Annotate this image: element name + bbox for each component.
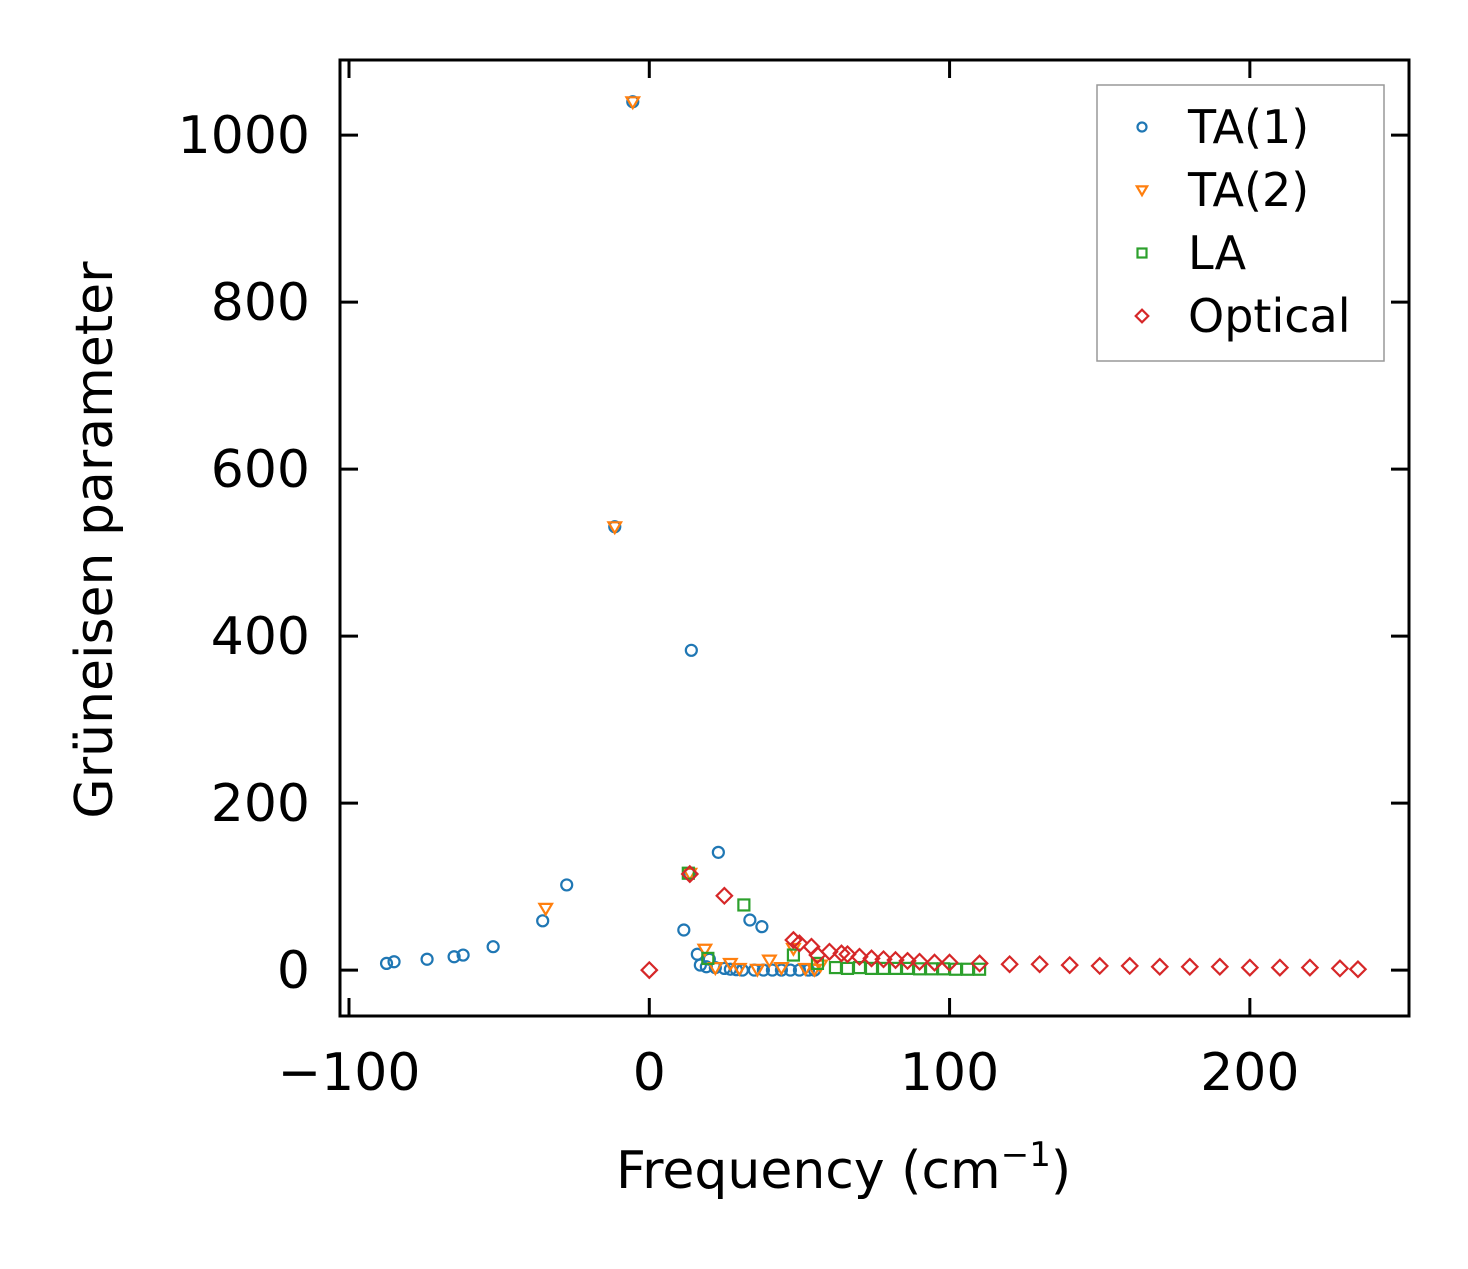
data-point — [828, 960, 843, 975]
data-point — [806, 963, 823, 978]
x-axis-title: Frequency (cm−1) — [616, 1135, 1071, 1201]
data-point — [850, 947, 869, 966]
data-point — [711, 845, 725, 859]
data-point — [624, 96, 642, 111]
data-point — [707, 962, 724, 977]
legend-label: LA — [1188, 226, 1247, 280]
data-point — [640, 960, 659, 980]
data-point — [838, 944, 857, 964]
legend-label: Optical — [1188, 289, 1350, 343]
data-point — [1330, 959, 1350, 978]
data-point — [486, 940, 500, 954]
x-axis-title-suffix: ) — [1051, 1141, 1071, 1201]
data-point — [1090, 956, 1109, 976]
series-ta-1- — [379, 95, 822, 977]
data-point — [910, 952, 929, 971]
data-point — [898, 951, 917, 971]
data-point — [1030, 954, 1049, 974]
data-point — [810, 956, 825, 970]
legend-label: TA(1) — [1187, 100, 1309, 154]
data-point — [737, 898, 751, 912]
legend: TA(1) TA(2) LA Optical — [1096, 84, 1385, 362]
data-point — [840, 961, 855, 976]
data-point — [1180, 957, 1200, 976]
data-point — [940, 953, 959, 972]
data-point — [701, 951, 715, 965]
data-point — [1270, 958, 1290, 977]
data-point — [790, 934, 809, 953]
data-point — [1210, 957, 1230, 976]
legend-marker — [1134, 185, 1150, 198]
y-axis-title: Grüneisen parameter — [65, 261, 125, 819]
data-point — [1348, 959, 1368, 979]
data-point — [731, 962, 748, 977]
data-point — [972, 962, 987, 976]
data-point — [862, 949, 881, 968]
data-point — [1240, 958, 1260, 977]
data-point — [1150, 957, 1170, 976]
x-axis-title-superscript: −1 — [1001, 1135, 1051, 1175]
data-point — [797, 962, 814, 977]
data-point — [874, 949, 893, 969]
plot-frame — [338, 58, 1411, 1018]
data-point — [886, 950, 905, 970]
data-point — [1000, 954, 1019, 974]
legend-marker — [1136, 247, 1148, 259]
data-point — [536, 914, 550, 928]
data-point — [786, 948, 801, 962]
data-point — [447, 950, 461, 964]
legend-marker — [1136, 121, 1148, 133]
data-point — [755, 920, 769, 934]
data-point — [820, 942, 839, 961]
legend-label: TA(2) — [1187, 163, 1309, 217]
data-point — [420, 952, 434, 966]
y-tick-label: 200 — [211, 774, 310, 834]
x-tick-label: 200 — [1200, 1043, 1299, 1103]
x-tick-label: −100 — [278, 1043, 421, 1103]
data-point — [970, 954, 989, 973]
data-point — [773, 962, 790, 977]
data-point — [387, 955, 401, 969]
data-point — [832, 944, 851, 963]
y-tick-label: 800 — [211, 273, 310, 333]
data-point — [677, 923, 691, 937]
data-point — [1060, 955, 1079, 975]
data-point — [456, 948, 470, 962]
y-tick-label: 1000 — [178, 106, 310, 166]
y-tick-label: 400 — [211, 607, 310, 667]
data-point — [1120, 956, 1139, 976]
series-optical — [640, 864, 1368, 980]
y-tick-label: 600 — [211, 440, 310, 500]
data-point — [684, 643, 698, 657]
data-point — [693, 958, 707, 972]
data-point — [537, 902, 554, 917]
data-point — [560, 878, 574, 892]
data-point — [680, 864, 700, 884]
data-point — [379, 956, 394, 970]
data-point — [925, 953, 944, 972]
data-point — [761, 954, 778, 969]
series-ta-2- — [537, 96, 829, 978]
x-tick-label: 100 — [900, 1043, 999, 1103]
data-point — [743, 913, 757, 927]
data-point — [696, 943, 714, 958]
data-point — [715, 886, 734, 906]
legend-marker — [1134, 308, 1150, 324]
ticks-layer: −100 0 100 200 0 200 400 600 800 1000 — [178, 60, 1409, 1103]
data-point — [1300, 958, 1320, 977]
y-tick-label: 0 — [277, 941, 310, 1001]
data-point — [960, 962, 975, 976]
x-tick-label: 0 — [633, 1043, 666, 1103]
data-point — [606, 521, 624, 536]
marks-layer — [379, 95, 1368, 980]
data-point — [749, 963, 766, 978]
